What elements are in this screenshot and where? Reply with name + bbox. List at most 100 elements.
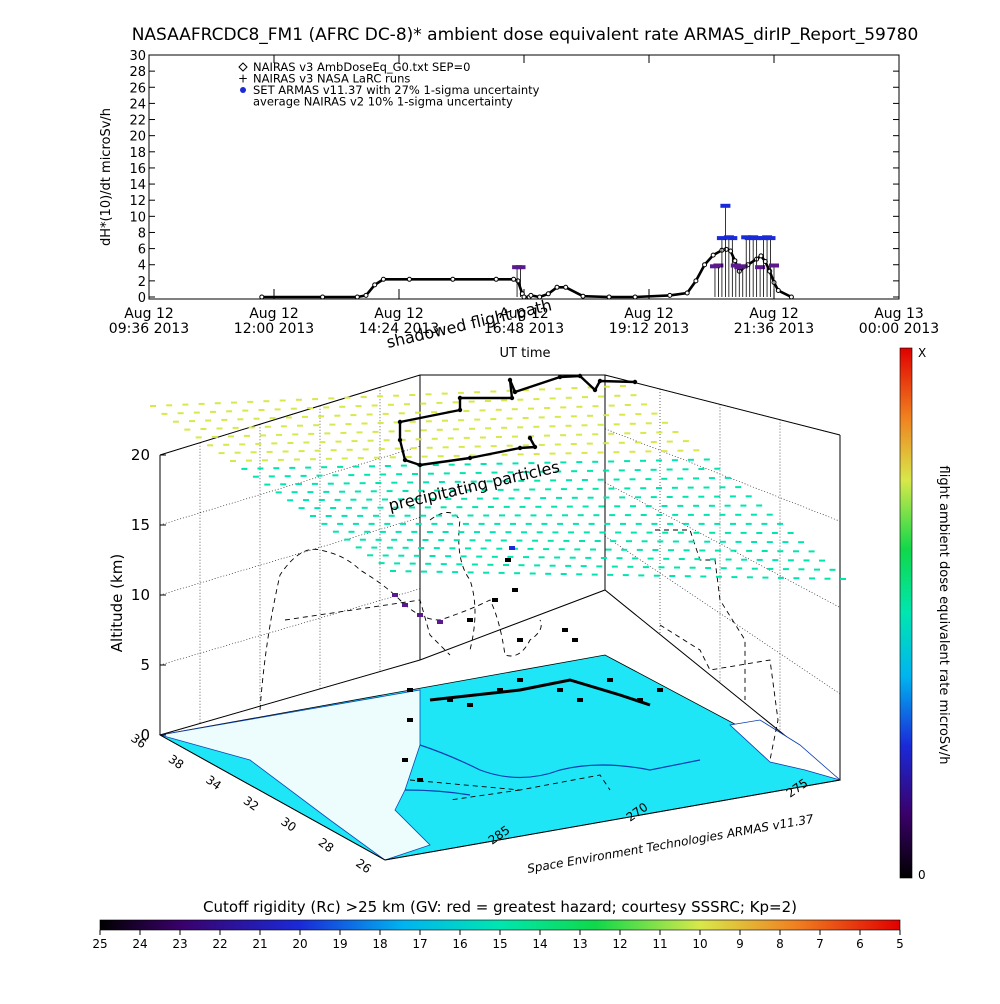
coastline [404,744,701,796]
particle-dash [415,438,422,441]
particle-dash [476,555,483,558]
particle-dash [314,507,321,510]
particle-dash [766,541,773,544]
wall-grid-line [604,428,841,522]
y-tick-label: 4 [138,259,146,274]
particle-dash [353,465,359,468]
particle-dash [507,555,514,558]
y-tick-label: 10 [129,210,146,225]
nairas-v3-point [354,294,360,300]
particle-dash [469,454,476,457]
latitude-tick-label: 38 [166,752,187,772]
particle-dash [442,531,449,533]
flight-path-segment [469,446,521,460]
cutoff-tick-label: 11 [652,937,667,951]
particle-dash [715,575,722,578]
particle-dash [576,433,583,436]
legend-entry: NAIRAS v3 NASA LaRC runs [253,72,410,86]
particle-dash [429,498,436,500]
particle-dash [487,563,494,566]
particle-dash [522,444,529,447]
nairas-v3-point [511,276,517,282]
particle-dash [751,567,758,570]
flight-low-point [392,593,398,597]
particle-dash [579,540,585,542]
particle-dash [624,460,631,463]
y-tick-label: 16 [129,162,146,177]
particle-dash [474,531,480,534]
particle-dash [640,431,647,434]
particle-dash [592,460,599,463]
particle-dash [337,465,344,468]
particle-dash [756,504,763,507]
particle-dash [476,497,483,500]
nairas-v3-point [580,293,586,299]
particle-dash [677,449,684,452]
nairas-v3-point [723,246,729,252]
particle-dash [207,444,214,447]
particle-dash [177,412,184,415]
particle-dash [360,396,367,398]
particle-dash [656,514,663,516]
particle-dash [437,455,444,458]
particle-dash [530,514,537,517]
nairas-v3-point [406,276,412,282]
particle-dash [586,442,593,445]
particle-dash [583,531,590,534]
altitude-tick-label: 0 [140,726,150,744]
particle-dash [438,481,445,483]
particle-dash [359,482,366,485]
particle-dash [495,436,502,438]
particle-dash [596,565,603,568]
particle-dash [672,540,679,543]
particle-dash [467,514,474,517]
cutoff-rigidity-label: Cutoff rigidity (Rc) >25 km (GV: red = g… [203,898,797,916]
flight-low-point [562,628,568,632]
particle-dash [491,555,498,558]
particle-dash [452,401,459,404]
particle-dash [624,404,631,406]
particle-dash [508,497,515,500]
particle-dash [411,530,418,533]
particle-dash [640,459,646,462]
particle-dash [332,474,339,477]
particle-dash [507,471,514,474]
particle-dash [384,465,391,467]
particle-dash [693,477,699,480]
cutoff-tick-label: 5 [896,937,904,951]
flight-low-point [572,638,578,642]
particle-dash [409,562,416,565]
particle-dash [231,401,237,404]
particle-dash [387,403,394,406]
nairas-v3-point [380,276,386,282]
y-tick-label: 28 [129,65,146,80]
particle-dash [351,440,358,443]
nairas-v3-point [320,294,326,300]
particle-dash [709,531,716,534]
particle-dash [705,567,712,569]
nairas-v3-point [363,292,369,298]
particle-dash [506,389,513,392]
particle-dash [512,462,519,465]
particle-dash [565,396,572,399]
particle-dash [489,531,496,534]
particle-dash [604,522,611,525]
particle-dash [661,450,668,453]
particle-dash [719,486,726,489]
particle-dash [431,437,438,440]
legend-plus-icon: + [238,72,248,86]
particle-dash [357,457,364,460]
cutoff-tick-label: 21 [252,937,267,951]
particle-dash [372,430,379,433]
particle-dash [545,572,552,575]
particle-dash [354,490,361,493]
particle-dash [745,495,752,498]
particle-dash [499,514,505,517]
wall-grid-line [159,445,421,526]
latitude-tick-label: 26 [353,856,374,876]
particle-dash [624,432,631,435]
particle-dash [368,522,375,525]
cutoff-tick-label: 10 [692,937,707,951]
particle-dash [602,442,609,445]
particle-dash [669,575,676,577]
